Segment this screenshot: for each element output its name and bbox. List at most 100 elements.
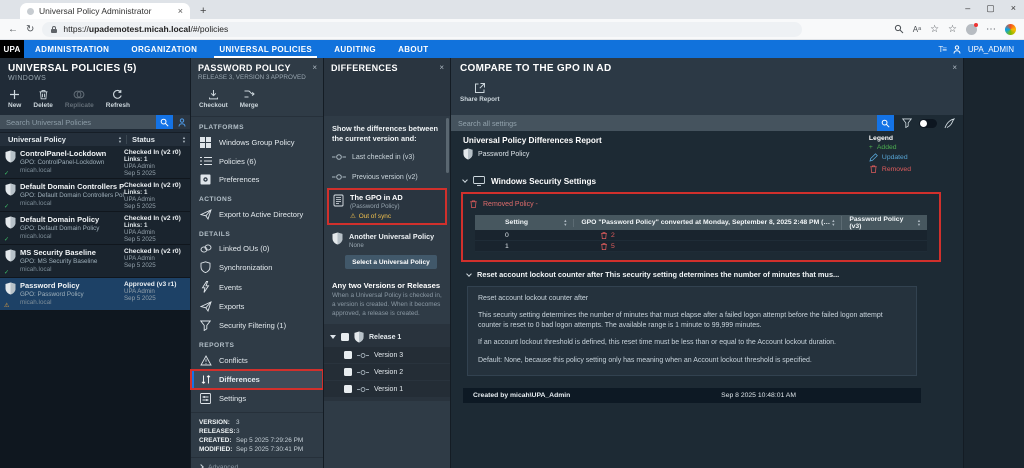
policy-row-selected[interactable]: ⚠ Password Policy GPO: Password Policy m… <box>0 278 190 311</box>
sidebar-item-policies[interactable]: Policies (6) <box>191 152 323 170</box>
browser-menu-icon[interactable]: ⋯ <box>986 23 996 35</box>
column-universal-policy[interactable]: Universal Policy <box>8 135 66 144</box>
column-status[interactable]: Status <box>132 135 155 144</box>
section-windows-security-settings[interactable]: Windows Security Settings <box>462 176 951 186</box>
policy-metadata: VERSION: 3 RELEASES: 3 CREATED: Sep 5 2025 … <box>191 412 323 457</box>
url-text: https://upademotest.micah.local/#/polici… <box>63 24 229 34</box>
sort-icon[interactable]: ▲ ▼ <box>917 217 921 227</box>
sort-icon[interactable]: ▲ ▼ <box>563 217 568 227</box>
column-policy[interactable]: Password Policy (v3) <box>849 215 904 230</box>
checkbox[interactable] <box>344 351 352 360</box>
sidebar-item-exports[interactable]: Exports <box>191 297 323 316</box>
tree-version-row[interactable]: Version 1 <box>324 381 450 399</box>
sidebar-item-preferences[interactable]: Preferences <box>191 170 323 189</box>
upa-logo[interactable]: UPA <box>0 40 24 58</box>
window-minimize-button[interactable]: – <box>965 3 971 13</box>
sidebar-item-synchronization[interactable]: Synchronization <box>191 257 323 277</box>
back-icon[interactable]: ← <box>8 23 18 35</box>
nav-administration[interactable]: ADMINISTRATION <box>35 44 110 54</box>
language-icon[interactable]: T≡ <box>938 44 947 54</box>
sidebar-item-security-filtering[interactable]: Security Filtering (1) <box>191 316 323 335</box>
sidebar-item-differences[interactable]: Differences <box>190 369 324 390</box>
checkbox[interactable] <box>344 385 352 394</box>
column-setting[interactable]: Setting <box>505 219 529 226</box>
search-button[interactable] <box>877 115 894 131</box>
new-button[interactable]: New <box>8 89 21 109</box>
quill-icon[interactable] <box>944 117 955 129</box>
sort-icon[interactable]: ▲ ▼ <box>118 134 122 144</box>
lock-icon <box>51 25 58 33</box>
nav-organization[interactable]: ORGANIZATION <box>131 44 198 54</box>
filter-icon[interactable] <box>902 118 912 128</box>
sidebar-item-linked-ous[interactable]: Linked OUs (0) <box>191 240 323 257</box>
removed-row[interactable]: 1 5 <box>475 241 927 252</box>
address-field[interactable]: https://upademotest.micah.local/#/polici… <box>42 21 803 37</box>
option-previous-version[interactable]: Previous version (v2) <box>324 167 450 187</box>
search-button[interactable] <box>156 115 173 129</box>
owner-filter-button[interactable] <box>173 115 190 129</box>
trash-icon <box>601 242 607 250</box>
diff-only-toggle[interactable] <box>919 118 937 128</box>
delete-button[interactable]: Delete <box>33 89 53 109</box>
panel-title: COMPARE TO THE GPO IN AD <box>460 63 612 74</box>
bookmark-star-icon[interactable]: ☆ <box>930 23 940 35</box>
window-close-button[interactable]: × <box>1010 3 1016 13</box>
shield-icon <box>463 148 473 160</box>
text-size-icon[interactable]: Aᵃ <box>912 24 922 34</box>
sidebar-item-conflicts[interactable]: Conflicts <box>191 351 323 370</box>
close-icon[interactable]: × <box>439 63 444 72</box>
section-platforms: PLATFORMS <box>199 124 245 131</box>
removed-policy-label[interactable]: Removed Policy - <box>469 199 933 209</box>
option-another-universal-policy[interactable]: Another Universal Policy None <box>324 226 450 251</box>
nav-universal-policies[interactable]: UNIVERSAL POLICIES <box>208 40 323 58</box>
checkbox[interactable] <box>344 368 352 377</box>
tree-version-row[interactable]: Version 3 <box>324 347 450 365</box>
new-tab-button[interactable]: + <box>200 5 207 17</box>
close-icon[interactable]: × <box>952 63 957 72</box>
panel-subtitle: RELEASE 3, VERSION 3 APPROVED <box>198 74 306 81</box>
column-gpo[interactable]: GPO "Password Policy" converted at Monda… <box>581 219 832 226</box>
sidebar-item-settings[interactable]: Settings <box>191 389 323 408</box>
merge-button[interactable]: Merge <box>240 89 258 109</box>
favorites-icon[interactable]: ☆ <box>948 23 957 35</box>
refresh-button[interactable]: Refresh <box>106 89 130 109</box>
setting-detail-header[interactable]: Reset account lockout counter after This… <box>463 270 951 279</box>
checkout-button[interactable]: Checkout <box>199 89 228 109</box>
policy-row[interactable]: ✓ ControlPanel-Lockdown GPO: ControlPane… <box>0 146 190 179</box>
option-gpo-in-ad[interactable]: The GPO in AD (Password Policy) ⚠ Out of … <box>327 188 447 226</box>
commit-icon <box>357 369 369 375</box>
policies-table-header: Universal Policy ▲ ▼ Status ▲ ▼ <box>0 132 190 146</box>
copilot-icon[interactable] <box>1005 23 1016 35</box>
policy-row[interactable]: ✓ MS Security Baseline GPO: MS Security … <box>0 245 190 278</box>
removed-row[interactable]: 0 2 <box>475 230 927 241</box>
sort-icon[interactable]: ▲ ▼ <box>182 134 186 144</box>
caret-down-icon[interactable] <box>330 335 336 340</box>
checkbox[interactable] <box>341 333 349 342</box>
share-report-button[interactable]: Share Report <box>460 82 500 103</box>
window-maximize-button[interactable]: ▢ <box>986 3 995 13</box>
nav-about[interactable]: ABOUT <box>398 44 429 54</box>
sidebar-item-events[interactable]: Events <box>191 277 323 297</box>
tree-version-row[interactable]: Version 2 <box>324 364 450 382</box>
user-name[interactable]: UPA_ADMIN <box>967 44 1014 54</box>
browser-tab[interactable]: Universal Policy Administrator × <box>20 3 190 19</box>
nav-auditing[interactable]: AUDITING <box>334 44 377 54</box>
advanced-toggle[interactable]: Advanced <box>191 457 323 468</box>
profile-avatar[interactable] <box>966 22 978 35</box>
zoom-search-icon[interactable] <box>894 24 904 34</box>
select-universal-policy-button[interactable]: Select a Universal Policy <box>345 255 437 270</box>
policy-row[interactable]: ✓ Default Domain Policy GPO: Default Dom… <box>0 212 190 245</box>
sort-icon[interactable]: ▲ ▼ <box>831 217 836 227</box>
section-details: DETAILS <box>199 231 231 238</box>
sidebar-item-windows-group-policy[interactable]: Windows Group Policy <box>191 133 323 152</box>
tab-close-icon[interactable]: × <box>177 6 183 16</box>
tree-release-row[interactable]: Release 1 <box>324 327 450 347</box>
close-icon[interactable]: × <box>312 63 317 72</box>
sidebar-item-export-to-ad[interactable]: Export to Active Directory <box>191 205 323 224</box>
policy-row[interactable]: ✓ Default Domain Controllers Policy GPO:… <box>0 179 190 212</box>
settings-search-input[interactable] <box>451 115 877 131</box>
search-input[interactable] <box>0 115 156 129</box>
scrollbar[interactable] <box>446 118 449 173</box>
option-last-checked-in[interactable]: Last checked in (v3) <box>324 147 450 167</box>
refresh-icon[interactable]: ↻ <box>26 23 35 35</box>
